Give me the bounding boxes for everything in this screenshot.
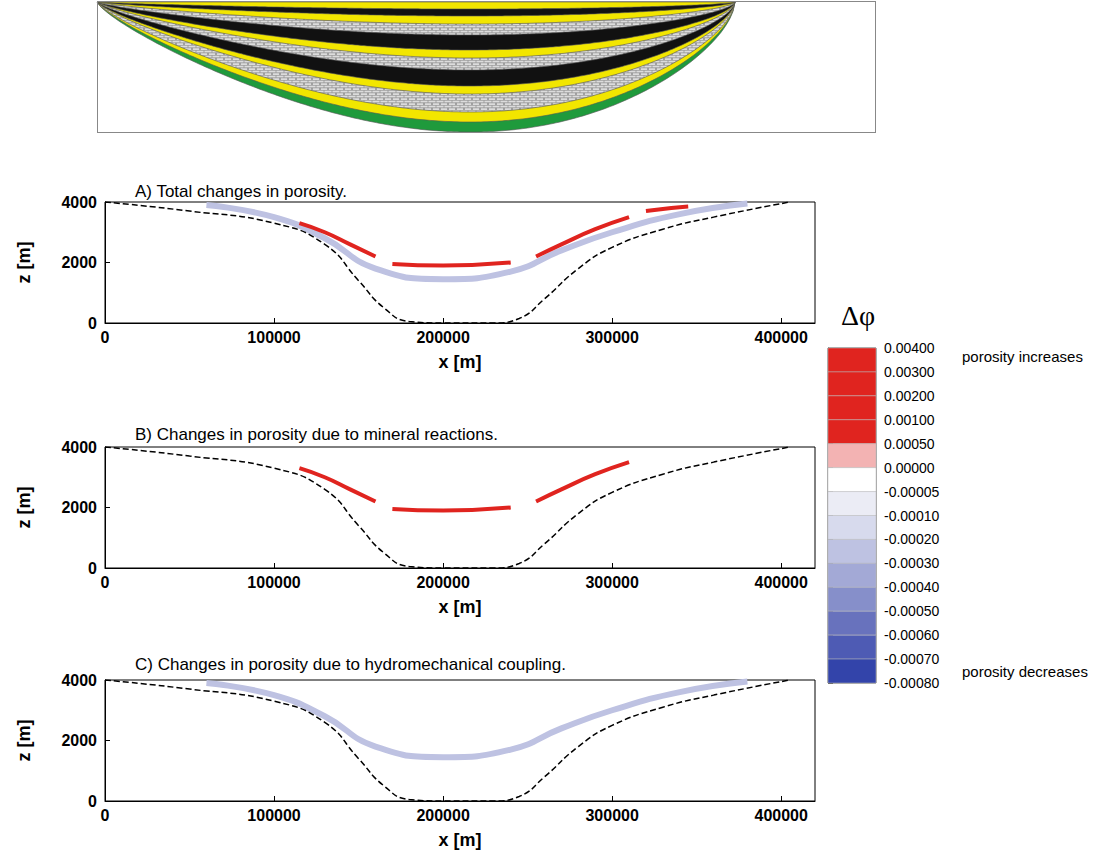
svg-text:4000: 4000 xyxy=(61,194,97,211)
svg-text:Δφ: Δφ xyxy=(841,300,875,331)
svg-text:0.00400: 0.00400 xyxy=(884,340,935,356)
svg-text:0.00050: 0.00050 xyxy=(884,436,935,452)
svg-text:0: 0 xyxy=(88,560,97,577)
svg-text:z [m]: z [m] xyxy=(14,242,34,284)
svg-text:-0.00070: -0.00070 xyxy=(884,651,939,667)
svg-text:x [m]: x [m] xyxy=(438,830,481,850)
svg-text:0: 0 xyxy=(88,315,97,332)
svg-text:4000: 4000 xyxy=(61,439,97,456)
svg-text:-0.00005: -0.00005 xyxy=(884,484,939,500)
svg-text:0.00000: 0.00000 xyxy=(884,460,935,476)
svg-text:400000: 400000 xyxy=(754,574,807,591)
svg-text:100000: 100000 xyxy=(247,807,300,824)
svg-text:x [m]: x [m] xyxy=(438,352,481,372)
svg-text:200000: 200000 xyxy=(416,574,469,591)
svg-text:300000: 300000 xyxy=(585,807,638,824)
svg-text:z [m]: z [m] xyxy=(14,720,34,762)
svg-text:300000: 300000 xyxy=(585,574,638,591)
svg-text:-0.00010: -0.00010 xyxy=(884,508,939,524)
svg-text:z [m]: z [m] xyxy=(14,487,34,529)
svg-text:0: 0 xyxy=(88,793,97,810)
svg-text:0.00200: 0.00200 xyxy=(884,388,935,404)
svg-text:A) Total changes in porosity.: A) Total changes in porosity. xyxy=(135,182,347,201)
svg-text:-0.00040: -0.00040 xyxy=(884,579,939,595)
svg-text:300000: 300000 xyxy=(585,329,638,346)
svg-text:100000: 100000 xyxy=(247,574,300,591)
svg-text:0: 0 xyxy=(101,574,110,591)
svg-text:0.00300: 0.00300 xyxy=(884,364,935,380)
svg-text:x [m]: x [m] xyxy=(438,597,481,617)
svg-text:-0.00020: -0.00020 xyxy=(884,531,939,547)
svg-text:-0.00030: -0.00030 xyxy=(884,555,939,571)
svg-text:2000: 2000 xyxy=(61,732,97,749)
svg-text:porosity increases: porosity increases xyxy=(962,348,1083,365)
svg-text:100000: 100000 xyxy=(247,329,300,346)
svg-text:0: 0 xyxy=(101,329,110,346)
svg-text:-0.00050: -0.00050 xyxy=(884,603,939,619)
svg-text:0.00100: 0.00100 xyxy=(884,412,935,428)
svg-text:2000: 2000 xyxy=(61,254,97,271)
svg-text:200000: 200000 xyxy=(416,807,469,824)
svg-text:0: 0 xyxy=(101,807,110,824)
svg-text:-0.00060: -0.00060 xyxy=(884,627,939,643)
svg-text:400000: 400000 xyxy=(754,329,807,346)
svg-text:-0.00080: -0.00080 xyxy=(884,675,939,691)
svg-text:200000: 200000 xyxy=(416,329,469,346)
svg-text:B) Changes in porosity due to: B) Changes in porosity due to mineral re… xyxy=(135,425,498,444)
svg-text:4000: 4000 xyxy=(61,672,97,689)
svg-text:C) Changes in porosity due to: C) Changes in porosity due to hydromecha… xyxy=(135,655,566,674)
svg-text:400000: 400000 xyxy=(754,807,807,824)
svg-text:porosity decreases: porosity decreases xyxy=(962,663,1088,680)
svg-text:2000: 2000 xyxy=(61,499,97,516)
